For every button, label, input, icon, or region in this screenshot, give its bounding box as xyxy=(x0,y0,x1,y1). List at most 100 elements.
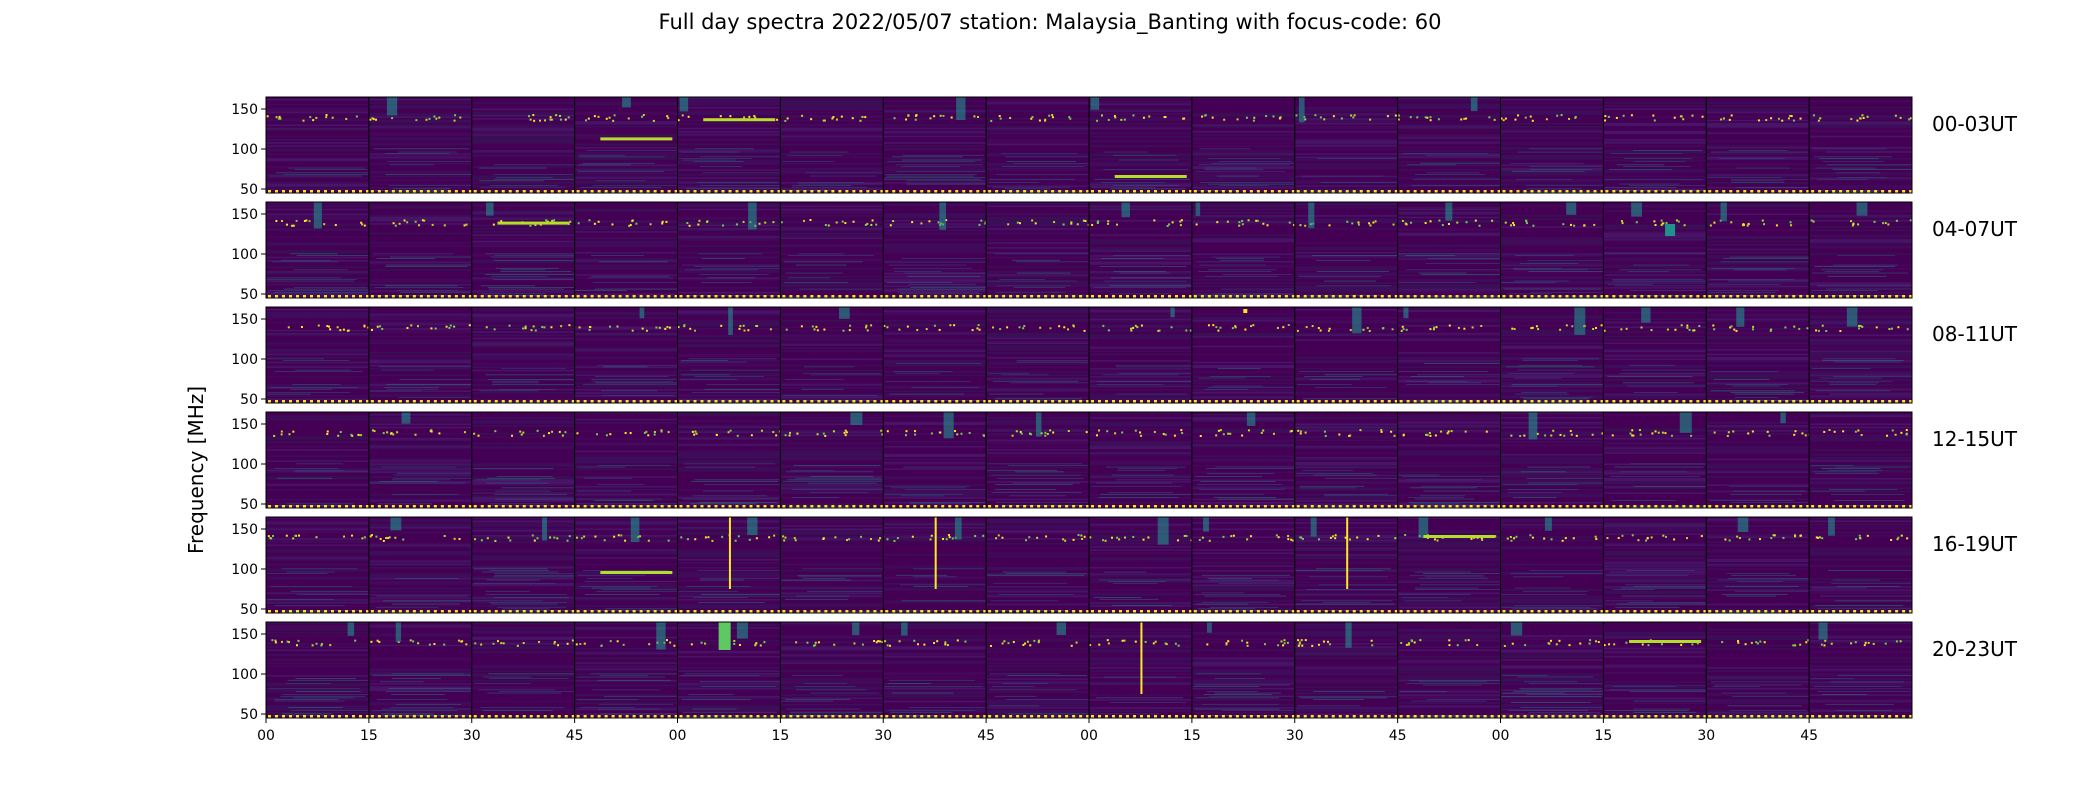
striation xyxy=(896,170,997,172)
calibration-dot xyxy=(1380,400,1384,403)
noise-band xyxy=(1397,335,1501,338)
calibration-dot xyxy=(1778,295,1782,298)
noise-band xyxy=(1397,283,1501,286)
rfi-speckle xyxy=(1207,324,1210,327)
rfi-speckle xyxy=(1562,223,1565,226)
noise-band xyxy=(1809,140,1912,143)
noise-band xyxy=(1603,351,1707,354)
calibration-dot xyxy=(892,400,896,403)
noise-band xyxy=(1191,122,1295,125)
rfi-speckle xyxy=(802,219,805,222)
noise-band xyxy=(368,377,472,380)
rfi-speckle xyxy=(339,431,342,434)
rfi-speckle xyxy=(1856,119,1859,122)
rfi-speckle xyxy=(1100,114,1103,117)
noise-band xyxy=(1809,173,1912,176)
rfi-speckle xyxy=(1083,329,1086,332)
calibration-dot xyxy=(1722,400,1726,403)
noise-band xyxy=(986,258,1089,260)
noise-band xyxy=(1706,347,1810,349)
noise-band xyxy=(368,230,472,233)
striation xyxy=(1112,185,1179,186)
noise-band xyxy=(471,398,575,401)
rfi-speckle xyxy=(1256,219,1259,222)
noise-band xyxy=(368,137,472,139)
noise-band xyxy=(1500,335,1604,338)
noise-band xyxy=(1500,232,1604,235)
noise-band xyxy=(1603,140,1707,143)
noise-band xyxy=(1397,351,1501,354)
calibration-dot xyxy=(1065,400,1069,403)
noise-band xyxy=(677,272,781,275)
striation xyxy=(685,269,758,271)
noise-band xyxy=(471,230,575,233)
rfi-speckle xyxy=(1398,114,1401,117)
noise-band xyxy=(1089,262,1192,265)
rfi-speckle xyxy=(1244,328,1247,331)
calibration-dot xyxy=(1399,190,1403,193)
noise-band xyxy=(574,259,678,262)
calibration-dot xyxy=(1359,190,1363,193)
noise-band xyxy=(368,311,472,314)
noise-band xyxy=(574,315,678,317)
noise-band xyxy=(1294,246,1398,249)
noise-band xyxy=(780,262,884,265)
noise-band xyxy=(574,205,678,208)
striation xyxy=(1110,188,1186,190)
noise-band xyxy=(266,415,369,418)
noise-band xyxy=(368,203,472,206)
calibration-dot xyxy=(1366,295,1370,298)
calibration-dot xyxy=(536,400,540,403)
noise-band xyxy=(1809,348,1912,351)
rfi-speckle xyxy=(613,114,616,117)
calibration-dot xyxy=(1399,400,1403,403)
noise-band xyxy=(1191,127,1295,130)
noise-band xyxy=(1500,146,1604,149)
noise-band xyxy=(1089,167,1192,170)
noise-band xyxy=(677,227,781,230)
striation xyxy=(1198,294,1266,296)
striation xyxy=(893,270,942,272)
noise-band xyxy=(677,395,781,397)
noise-band xyxy=(471,237,575,240)
noise-band xyxy=(1089,153,1192,155)
noise-band xyxy=(1294,116,1398,119)
noise-band xyxy=(883,234,987,236)
noise-band xyxy=(1706,332,1810,335)
striation xyxy=(1094,178,1190,180)
noise-band xyxy=(883,355,987,357)
rfi-speckle xyxy=(641,327,644,330)
noise-band xyxy=(266,145,369,147)
noise-band xyxy=(1294,269,1398,272)
calibration-dot xyxy=(906,400,910,403)
noise-band xyxy=(1809,395,1912,397)
striation xyxy=(295,469,344,471)
noise-band xyxy=(1294,234,1398,236)
noise-band xyxy=(1294,138,1398,141)
noise-band xyxy=(471,343,575,346)
rfi-speckle xyxy=(363,325,366,328)
upper-patch xyxy=(748,202,757,230)
noise-band xyxy=(780,124,884,127)
rfi-speckle xyxy=(280,219,283,222)
noise-band xyxy=(574,340,678,343)
striation xyxy=(479,180,544,182)
noise-band xyxy=(1397,396,1501,399)
noise-band xyxy=(780,334,884,337)
rfi-speckle xyxy=(1729,326,1732,329)
noise-band xyxy=(1191,393,1295,396)
noise-band xyxy=(986,138,1089,141)
noise-band xyxy=(780,135,884,138)
noise-band xyxy=(883,343,987,346)
striation xyxy=(1821,269,1884,271)
noise-band xyxy=(368,372,472,375)
noise-band xyxy=(1191,339,1295,341)
rfi-speckle xyxy=(915,114,918,117)
noise-band xyxy=(677,216,781,219)
calibration-dot xyxy=(831,190,835,193)
rfi-speckle xyxy=(1272,115,1275,118)
noise-band xyxy=(1706,246,1810,249)
noise-band xyxy=(1809,113,1912,115)
calibration-dot xyxy=(1058,295,1062,298)
